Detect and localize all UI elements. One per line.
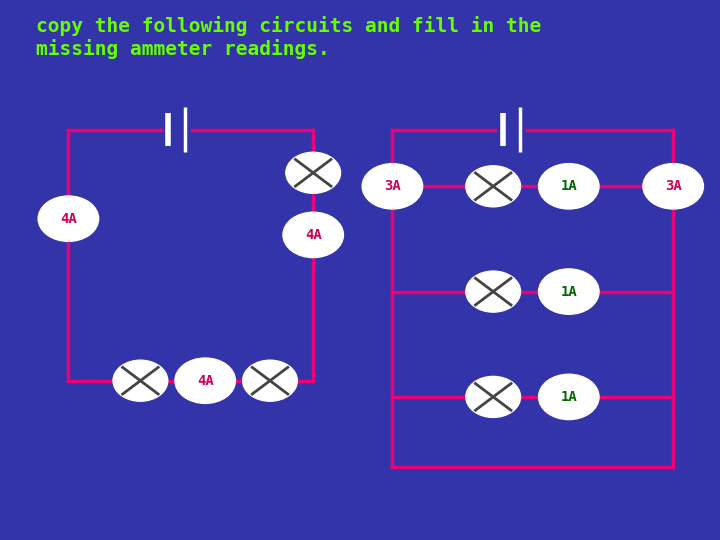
Circle shape [113,360,168,401]
Circle shape [175,358,235,403]
Text: copy the following circuits and fill in the
missing ammeter readings.: copy the following circuits and fill in … [36,16,541,59]
Text: 4A: 4A [197,374,214,388]
Circle shape [643,164,703,209]
Text: 3A: 3A [384,179,401,193]
Text: 3A: 3A [665,179,682,193]
Circle shape [539,164,599,209]
Circle shape [243,360,297,401]
Text: 4A: 4A [305,228,322,242]
Text: 1A: 1A [560,179,577,193]
Circle shape [539,269,599,314]
Text: 1A: 1A [560,390,577,404]
Circle shape [466,376,521,417]
Circle shape [362,164,423,209]
Text: 4A: 4A [60,212,77,226]
Circle shape [286,152,341,193]
Circle shape [38,196,99,241]
Circle shape [466,271,521,312]
Circle shape [539,374,599,420]
Circle shape [466,166,521,207]
Circle shape [283,212,343,258]
Text: 1A: 1A [560,285,577,299]
